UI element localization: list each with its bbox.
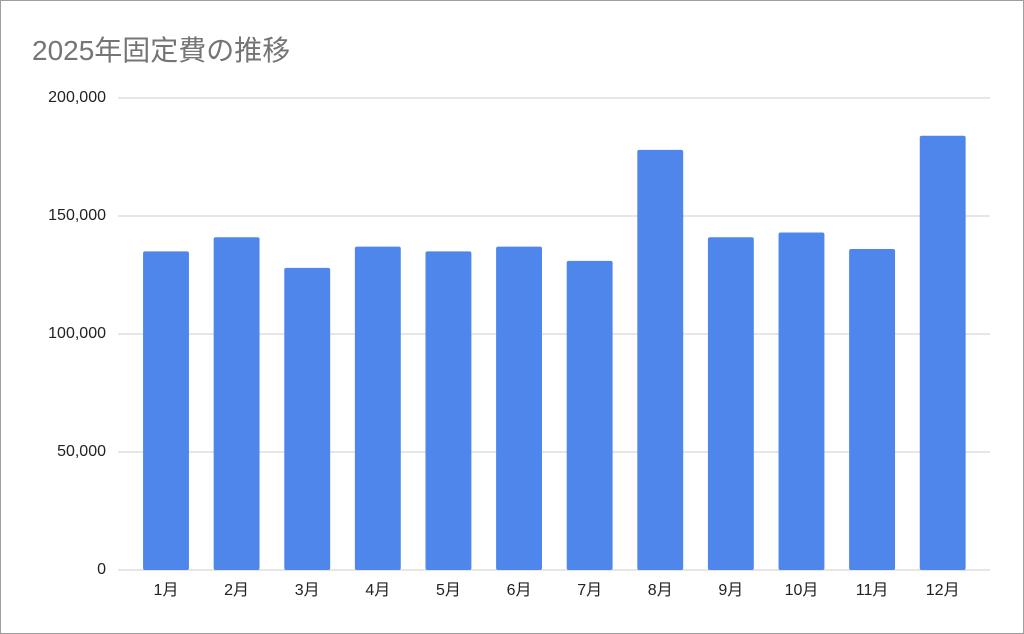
y-tick-label: 150,000 xyxy=(48,207,106,224)
bar xyxy=(849,249,896,571)
x-tick-label: 10月 xyxy=(785,582,819,599)
bar xyxy=(354,246,401,570)
x-tick-label: 5月 xyxy=(436,582,461,599)
y-tick-label: 50,000 xyxy=(57,443,106,460)
chart-title: 2025年固定費の推移 xyxy=(32,35,290,66)
y-tick-label: 0 xyxy=(97,561,106,578)
bar xyxy=(778,232,825,570)
x-tick-label: 1月 xyxy=(154,582,179,599)
bar xyxy=(213,237,260,571)
y-tick-label: 200,000 xyxy=(48,89,106,106)
x-tick-label: 2月 xyxy=(224,582,249,599)
x-tick-label: 7月 xyxy=(577,582,602,599)
bar xyxy=(496,246,542,570)
x-tick-label: 12月 xyxy=(926,582,960,599)
x-tick-label: 4月 xyxy=(365,582,390,599)
x-tick-label: 8月 xyxy=(648,582,673,599)
y-tick-label: 100,000 xyxy=(48,325,106,342)
bar xyxy=(425,251,472,570)
bar xyxy=(566,260,613,570)
bar xyxy=(919,135,966,570)
x-tick-label: 11月 xyxy=(856,582,889,599)
bar xyxy=(284,267,331,570)
bar xyxy=(707,237,754,571)
x-tick-label: 6月 xyxy=(507,582,532,599)
x-tick-label: 9月 xyxy=(718,582,743,599)
x-tick-label: 3月 xyxy=(295,582,320,599)
bar xyxy=(143,251,189,570)
bar xyxy=(637,149,684,571)
